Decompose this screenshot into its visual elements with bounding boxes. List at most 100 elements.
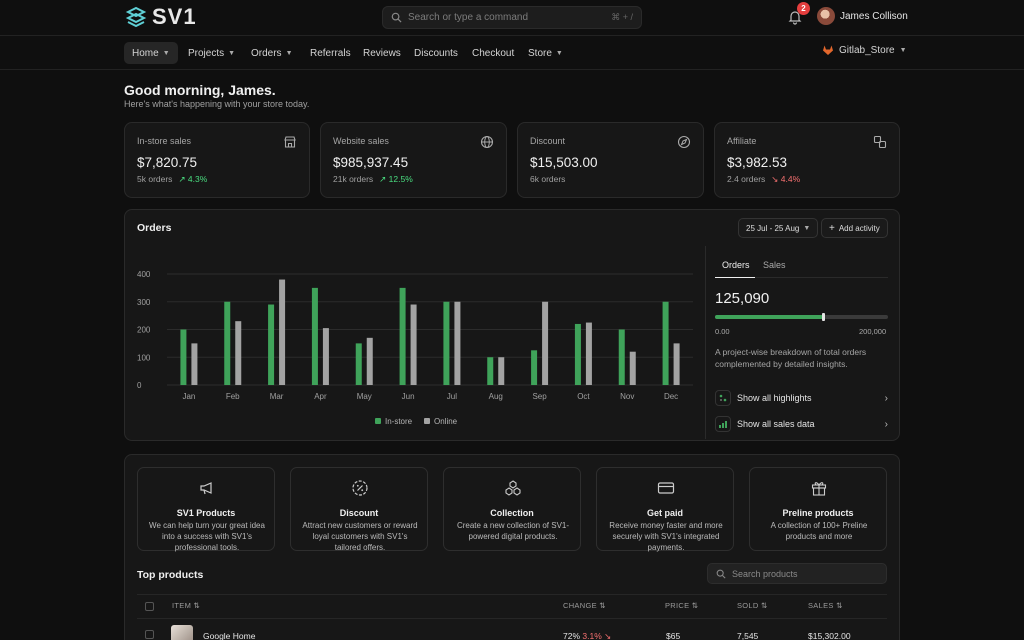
nav-item-checkout[interactable]: Checkout (464, 42, 522, 64)
bell-icon[interactable] (787, 9, 803, 25)
header-label: ITEM (172, 601, 192, 610)
active-tab-indicator (715, 277, 755, 278)
add-activity-button[interactable]: + Add activity (821, 218, 888, 238)
nav-item-discounts[interactable]: Discounts (406, 42, 466, 64)
bar-instore-jan (180, 329, 187, 385)
chevron-down-icon: ▼ (162, 49, 170, 57)
orders-title: Orders (137, 222, 172, 234)
stat-card-website[interactable]: Website sales $985,937.45 21k orders ↗ 1… (320, 122, 507, 198)
bar-chart-icon (715, 416, 731, 432)
nav-item-projects[interactable]: Projects ▼ (180, 42, 243, 64)
product-name[interactable]: Google Home (203, 631, 256, 640)
top-products-title: Top products (137, 569, 204, 581)
stat-meta: 21k orders ↗ 12.5% (333, 174, 413, 185)
nav-label: Discounts (414, 47, 458, 59)
column-header-sales[interactable]: SALES ⇅ (808, 601, 843, 610)
feature-card-collection[interactable]: Collection Create a new collection of SV… (443, 467, 581, 551)
stat-card-discount[interactable]: Discount $15,503.00 6k orders (517, 122, 704, 198)
nav-label: Referrals (310, 47, 351, 59)
nav-item-referrals[interactable]: Referrals (302, 42, 359, 64)
feature-desc: Receive money faster and more securely w… (609, 521, 723, 552)
bar-online-may (366, 337, 373, 385)
chevron-down-icon: ▼ (899, 46, 907, 54)
column-header-change[interactable]: CHANGE ⇅ (563, 601, 606, 610)
x-tick-label: Aug (489, 392, 503, 401)
legend-swatch (424, 418, 430, 424)
link-label: Show all highlights (737, 393, 812, 403)
stat-label: In-store sales (137, 136, 192, 146)
command-search[interactable]: Search or type a command ⌘ + / (382, 6, 642, 29)
store-icon (284, 136, 296, 148)
product-sales: $15,302.00 (808, 631, 851, 640)
table-divider (137, 618, 887, 619)
stat-orders: 2.4 orders (727, 174, 766, 184)
avatar[interactable] (817, 7, 835, 25)
stat-orders: 21k orders (333, 174, 374, 184)
nav-item-reviews[interactable]: Reviews (355, 42, 409, 64)
trend-up-indicator: ↗ 4.3% (178, 174, 208, 184)
date-range-button[interactable]: 25 Jul - 25 Aug ▼ (738, 218, 819, 238)
stat-label: Discount (530, 136, 566, 146)
y-tick-label: 0 (137, 381, 142, 390)
column-header-sold[interactable]: SOLD ⇅ (737, 601, 768, 610)
product-search-input[interactable]: Search products (707, 563, 887, 584)
y-tick-label: 100 (137, 353, 151, 362)
select-all-checkbox[interactable] (145, 602, 154, 611)
x-tick-label: Nov (620, 392, 634, 401)
feature-card-get-paid[interactable]: Get paid Receive money faster and more s… (596, 467, 734, 552)
x-tick-label: Jan (182, 392, 195, 401)
gitlab-icon (823, 45, 833, 55)
stat-change: 4.4% (780, 174, 801, 184)
bar-instore-nov (618, 329, 625, 385)
nav-item-home[interactable]: Home ▼ (124, 42, 178, 64)
tabs-divider (715, 277, 888, 278)
orders-progress-bar (715, 313, 888, 321)
bar-online-sep (542, 301, 549, 385)
feature-title: Discount (339, 508, 379, 518)
orders-total: 125,090 (715, 290, 770, 307)
x-tick-label: Dec (664, 392, 678, 401)
bar-online-dec (673, 343, 680, 385)
tab-orders[interactable]: Orders (722, 260, 750, 270)
feature-card-discount[interactable]: Discount Attract new customers or reward… (290, 467, 428, 552)
bottom-panel: SV1 Products We can help turn your great… (124, 454, 900, 640)
stat-meta: 2.4 orders ↘ 4.4% (727, 174, 800, 185)
stat-value: $15,503.00 (530, 155, 598, 170)
stat-card-affiliate[interactable]: Affiliate $3,982.53 2.4 orders ↘ 4.4% (714, 122, 900, 198)
chevron-down-icon: ▼ (555, 49, 563, 57)
product-sold: 7,545 (737, 631, 759, 640)
nav-item-store[interactable]: Store ▼ (520, 42, 571, 64)
bar-online-aug (498, 357, 505, 385)
show-highlights-link[interactable]: Show all highlights › (715, 389, 888, 407)
header-label: PRICE (665, 601, 690, 610)
column-header-item[interactable]: ITEM ⇅ (172, 601, 201, 610)
store-selector[interactable]: Gitlab_Store ▼ (822, 44, 907, 56)
stat-card-in-store[interactable]: In-store sales $7,820.75 5k orders ↗ 4.3… (124, 122, 310, 198)
link-icon (873, 135, 887, 149)
bar-instore-jun (399, 287, 406, 385)
feature-desc: We can help turn your great idea into a … (149, 521, 265, 552)
bar-online-oct (585, 322, 592, 385)
product-thumbnail (171, 625, 193, 640)
bar-online-jul (454, 301, 461, 385)
nav-item-orders[interactable]: Orders ▼ (243, 42, 301, 64)
progress-handle[interactable] (822, 313, 826, 321)
feature-card-preline-products[interactable]: Preline products A collection of 100+ Pr… (749, 467, 887, 551)
row-checkbox[interactable] (145, 630, 154, 639)
show-sales-data-link[interactable]: Show all sales data › (715, 415, 888, 433)
search-icon (716, 569, 726, 579)
nav-label: Checkout (472, 47, 515, 59)
header-label: CHANGE (563, 601, 597, 610)
feature-card-sv1-products[interactable]: SV1 Products We can help turn your great… (137, 467, 275, 552)
bar-instore-may (355, 343, 362, 385)
app-logo[interactable]: SV1 (124, 4, 197, 30)
search-shortcut: ⌘ + / (611, 12, 633, 22)
user-name[interactable]: James Collison (840, 11, 908, 22)
y-tick-label: 200 (137, 326, 151, 335)
bar-instore-aug (487, 357, 494, 385)
tab-sales[interactable]: Sales (763, 260, 786, 270)
product-price: $65 (666, 631, 681, 640)
stat-value: $3,982.53 (727, 155, 788, 170)
notification-badge: 2 (797, 2, 810, 15)
column-header-price[interactable]: PRICE ⇅ (665, 601, 699, 610)
